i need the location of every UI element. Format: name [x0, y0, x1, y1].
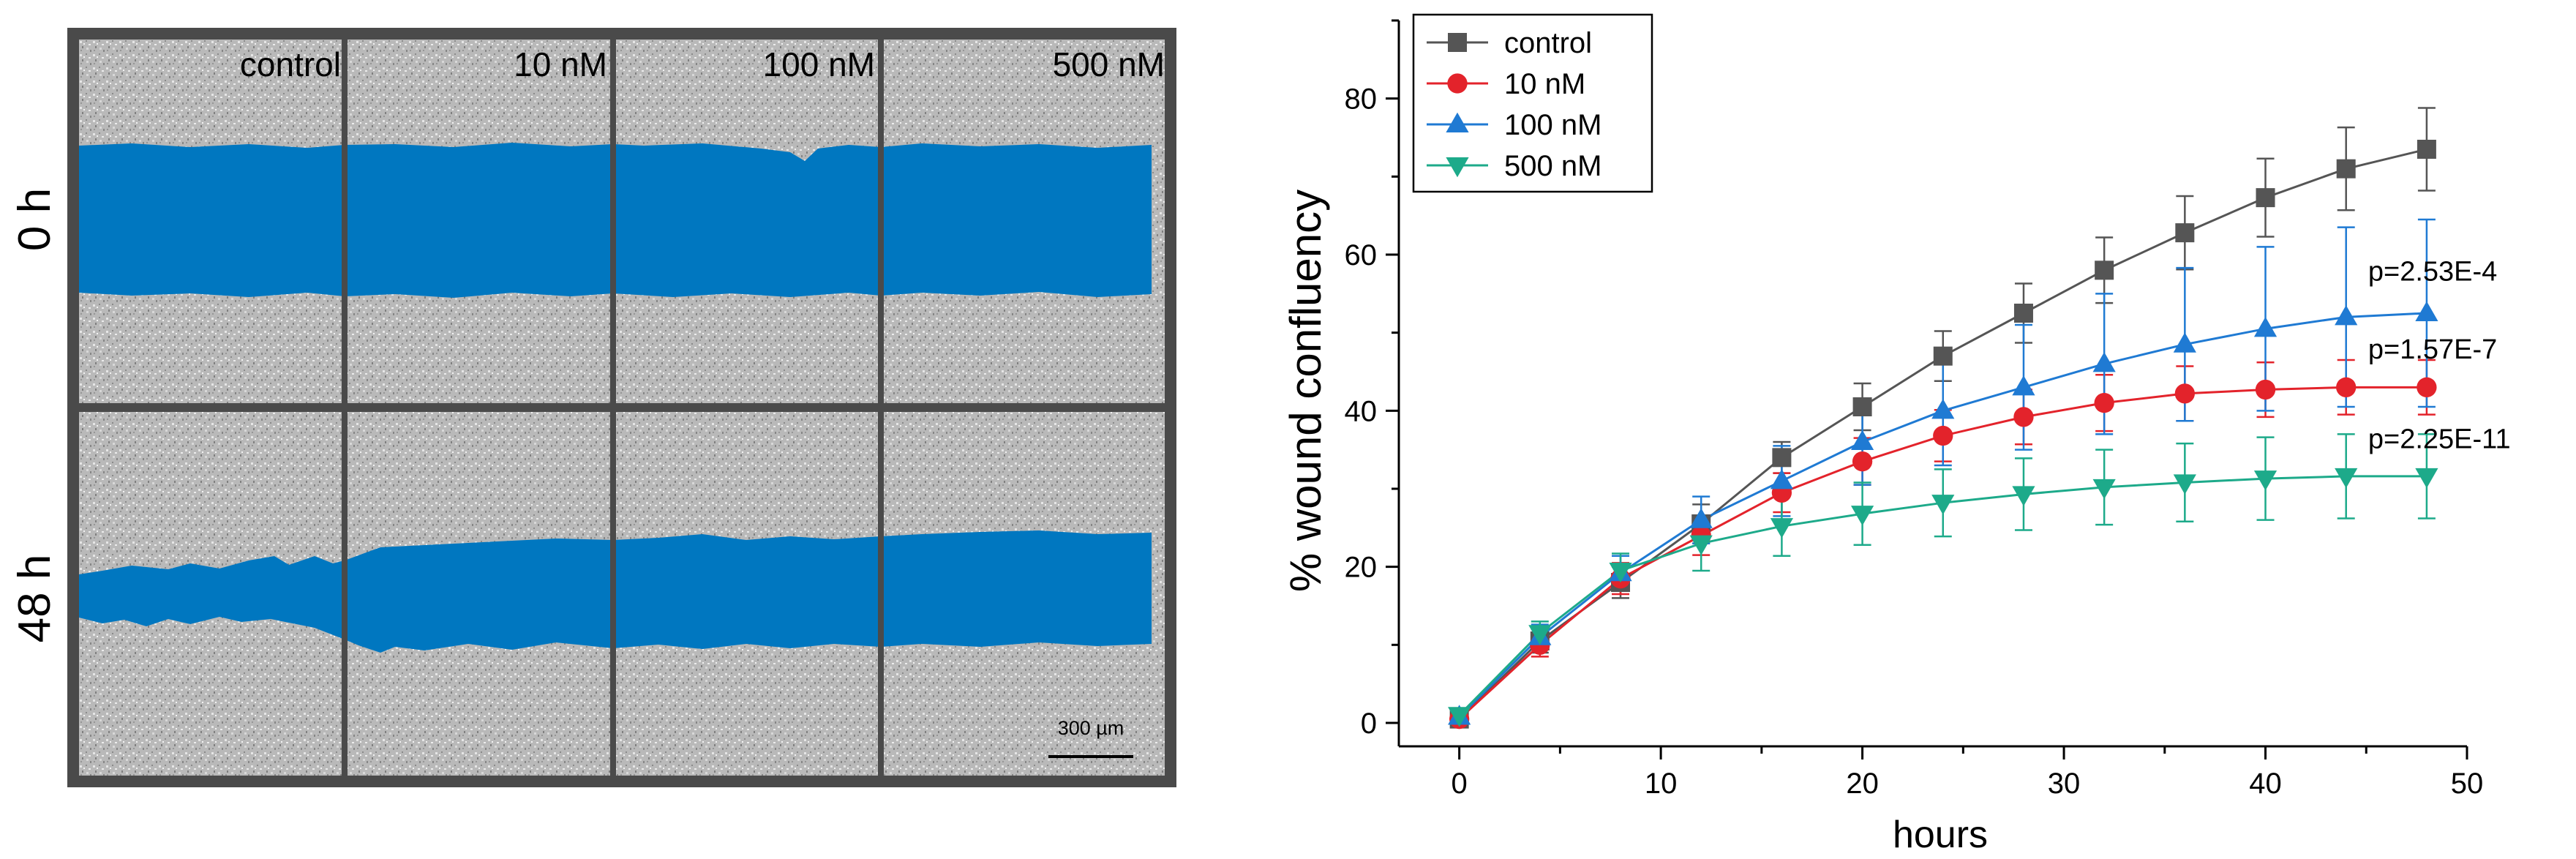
y-tick-label: 80: [1345, 83, 1378, 116]
data-point: [2335, 468, 2358, 489]
data-point: [2092, 479, 2116, 500]
data-point: [2175, 223, 2195, 243]
legend-label: 100 nM: [1504, 109, 1601, 141]
x-tick-label: 10: [1645, 768, 1678, 800]
data-point: [1852, 451, 1873, 472]
data-point: [1528, 625, 1552, 645]
data-point: [1931, 495, 1955, 515]
legend-marker: [1447, 73, 1468, 94]
data-point: [1852, 397, 1872, 416]
wound-confluency-chart: 0 10 20 30 40 50 0 20 40 60 80 hours % wound conflue…: [1281, 13, 2511, 856]
data-point: [1850, 430, 1874, 451]
column-label: control: [240, 45, 341, 83]
data-point: [1609, 562, 1632, 583]
row-label: 0 h: [10, 188, 60, 251]
p-value-annotation: p=2.53E-4: [2368, 256, 2497, 287]
y-tick-label: 0: [1361, 708, 1377, 740]
legend-marker: [1448, 33, 1467, 52]
data-point: [2335, 305, 2358, 326]
data-point: [2092, 352, 2116, 372]
column-label: 500 nM: [1053, 45, 1165, 83]
y-tick-label: 40: [1345, 395, 1378, 427]
data-point: [1931, 399, 1955, 419]
data-point: [2174, 383, 2195, 404]
data-point: [1689, 508, 1713, 528]
x-tick-label: 50: [2451, 768, 2484, 800]
data-point: [1772, 448, 1792, 468]
data-point: [2417, 140, 2436, 159]
p-value-annotation: p=2.25E-11: [2368, 424, 2511, 455]
column-label: 100 nM: [763, 45, 875, 83]
data-point: [1933, 346, 1953, 366]
data-point: [1689, 535, 1713, 555]
data-point: [2415, 468, 2438, 489]
x-tick-label: 40: [2249, 768, 2282, 800]
data-point: [2415, 301, 2438, 322]
y-axis-label: % wound confluency: [1281, 190, 1330, 592]
x-tick-label: 30: [2048, 768, 2081, 800]
data-point: [2013, 407, 2034, 427]
legend-marker: [1446, 112, 1469, 133]
data-point: [2336, 377, 2357, 397]
data-point: [2094, 393, 2114, 413]
data-point: [1448, 707, 1471, 727]
data-point: [2013, 304, 2033, 323]
data-point: [2256, 188, 2275, 208]
p-value-annotation: p=1.57E-7: [2368, 334, 2497, 365]
x-axis-label: hours: [1893, 814, 1988, 856]
data-point: [2255, 379, 2276, 400]
legend-label: 500 nM: [1504, 150, 1601, 182]
data-point: [2012, 486, 2035, 506]
legend-marker: [1446, 157, 1469, 178]
scale-bar-label: 300 µm: [1058, 717, 1124, 739]
data-point: [1933, 425, 1953, 446]
column-label: 10 nM: [514, 45, 607, 83]
microscopy-image-grid: control 10 nM 100 nM 500 nM 0 h 48 h 300…: [10, 28, 1176, 787]
data-point: [2253, 317, 2278, 337]
y-tick-label: 60: [1345, 239, 1378, 271]
data-point: [1770, 518, 1793, 539]
data-point: [2253, 470, 2278, 491]
legend-label: 10 nM: [1504, 68, 1585, 100]
y-tick-label: 20: [1345, 552, 1378, 584]
data-point: [2173, 332, 2196, 353]
data-point: [1770, 469, 1793, 489]
data-point: [2173, 474, 2196, 495]
row-label: 48 h: [10, 555, 60, 643]
data-point: [2012, 375, 2035, 396]
data-point: [2417, 377, 2437, 397]
legend-label: control: [1504, 27, 1592, 59]
x-tick-label: 20: [1846, 768, 1879, 800]
data-point: [1850, 506, 1874, 526]
x-tick-label: 0: [1452, 768, 1468, 800]
data-point: [2095, 260, 2114, 280]
data-point: [2336, 159, 2356, 179]
